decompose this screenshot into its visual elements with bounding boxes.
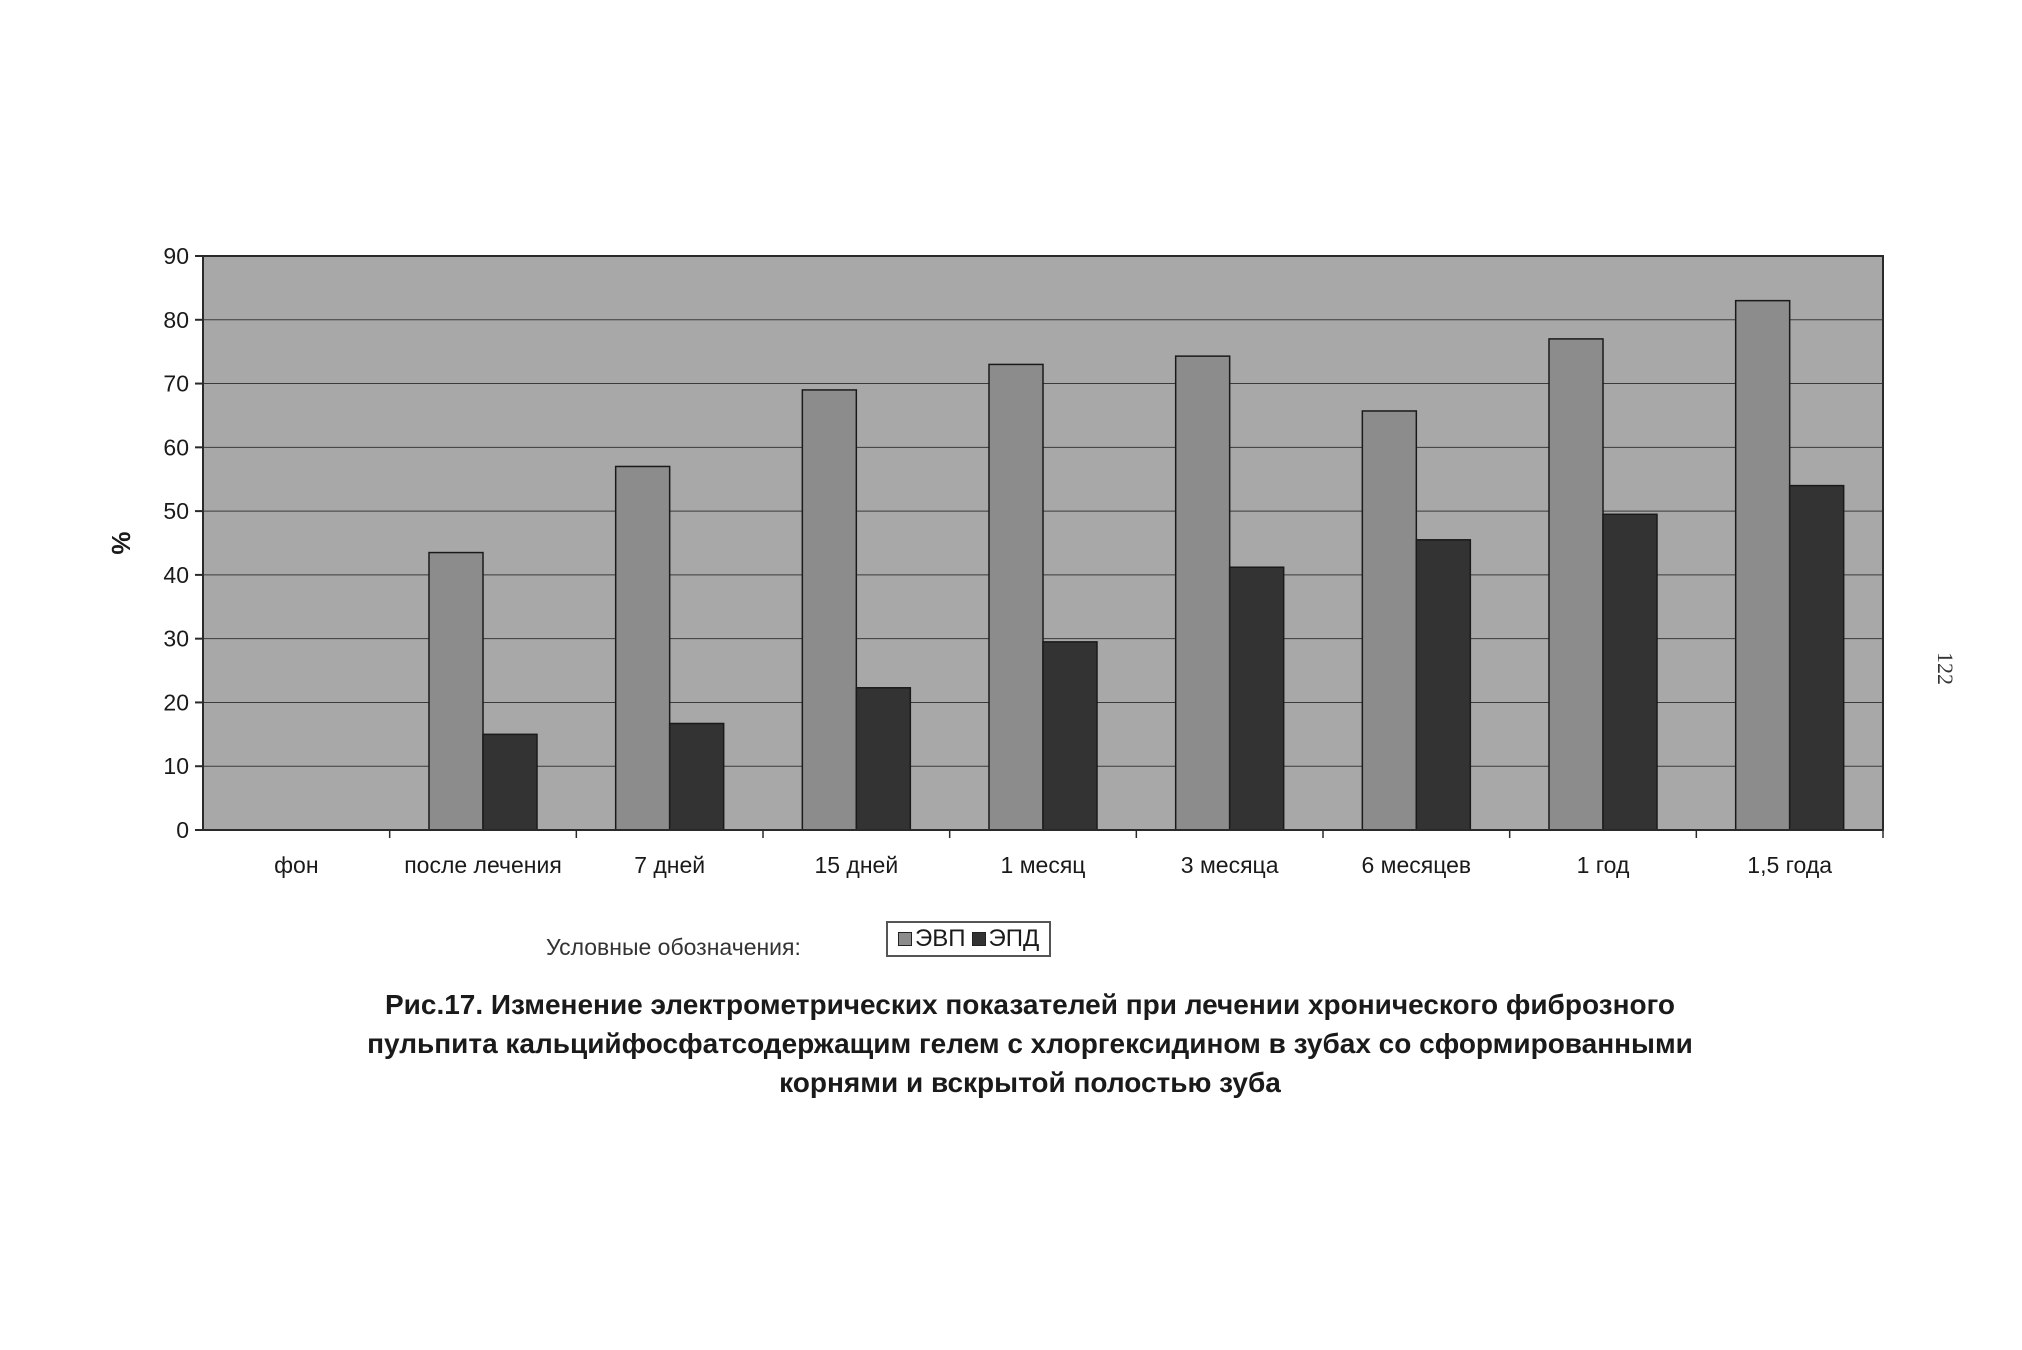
x-tick-label: после лечения <box>404 852 562 878</box>
figure-caption-line-2: пульпита кальцийфосфатсодержащим гелем с… <box>367 1028 1693 1059</box>
bar-epd <box>1415 539 1472 831</box>
y-tick-label: 40 <box>163 562 189 588</box>
bar-epd <box>482 733 538 831</box>
x-axis: фон после лечения 7 дней 15 дней 1 месяц 3 ме… <box>274 830 1884 878</box>
figure-caption: Рис.17. Изменение электрометрических пок… <box>200 985 1860 1102</box>
bar-epd <box>1788 484 1845 831</box>
bar-evp <box>428 551 484 831</box>
bar-evp <box>1361 410 1418 831</box>
legend-item-epd: ЭПД <box>971 925 1040 953</box>
page-number: 122 <box>1933 652 1958 685</box>
bar-evp <box>614 465 671 831</box>
y-tick-label: 50 <box>163 498 189 524</box>
y-tick-label: 20 <box>163 689 189 715</box>
x-tick-label: 1 месяц <box>1001 852 1086 878</box>
bars <box>428 299 1845 831</box>
legend-label-evp: ЭВП <box>915 925 966 952</box>
x-tick-label: 1,5 года <box>1747 852 1832 878</box>
y-tick-label: 60 <box>163 434 189 460</box>
figure-caption-line-3: корнями и вскрытой полостью зуба <box>779 1067 1281 1098</box>
bar-evp <box>988 363 1044 831</box>
x-tick-label: 7 дней <box>634 852 705 878</box>
figure-caption-line-1: Рис.17. Изменение электрометрических пок… <box>384 989 1676 1020</box>
bar-evp <box>801 389 858 831</box>
y-tick-label: 80 <box>163 307 189 333</box>
legend-item-evp: ЭВП <box>898 925 966 953</box>
legend-swatch-epd <box>971 932 986 946</box>
y-axis: 0 10 20 30 40 50 60 70 80 90 <box>163 243 203 843</box>
bar-epd <box>1602 513 1658 831</box>
y-axis-label: % <box>106 531 136 554</box>
x-tick-label: 1 год <box>1577 852 1630 878</box>
y-tick-label: 90 <box>163 243 189 269</box>
y-tick-label: 10 <box>163 753 189 779</box>
bar-epd <box>1228 566 1285 831</box>
legend: ЭВП ЭПД <box>886 921 1052 957</box>
bar-epd <box>855 687 912 831</box>
plot-frame <box>202 255 1884 831</box>
bar-epd <box>668 722 725 831</box>
legend-swatch-evp <box>898 932 912 946</box>
legend-caption: Условные обозначения: <box>546 934 801 960</box>
x-tick-label: 6 месяцев <box>1361 852 1471 878</box>
x-tick-label: 15 дней <box>814 852 898 878</box>
legend-label-epd: ЭПД <box>988 925 1040 952</box>
x-tick-label: фон <box>274 852 318 878</box>
x-tick-label: 3 месяца <box>1181 852 1279 878</box>
bar-epd <box>1042 641 1098 831</box>
y-tick-label: 70 <box>163 371 189 397</box>
bar-evp <box>1734 299 1791 831</box>
y-tick-label: 30 <box>163 626 189 652</box>
bar-evp <box>1548 338 1604 831</box>
y-tick-label: 0 <box>176 817 189 843</box>
bar-evp <box>1174 355 1231 831</box>
